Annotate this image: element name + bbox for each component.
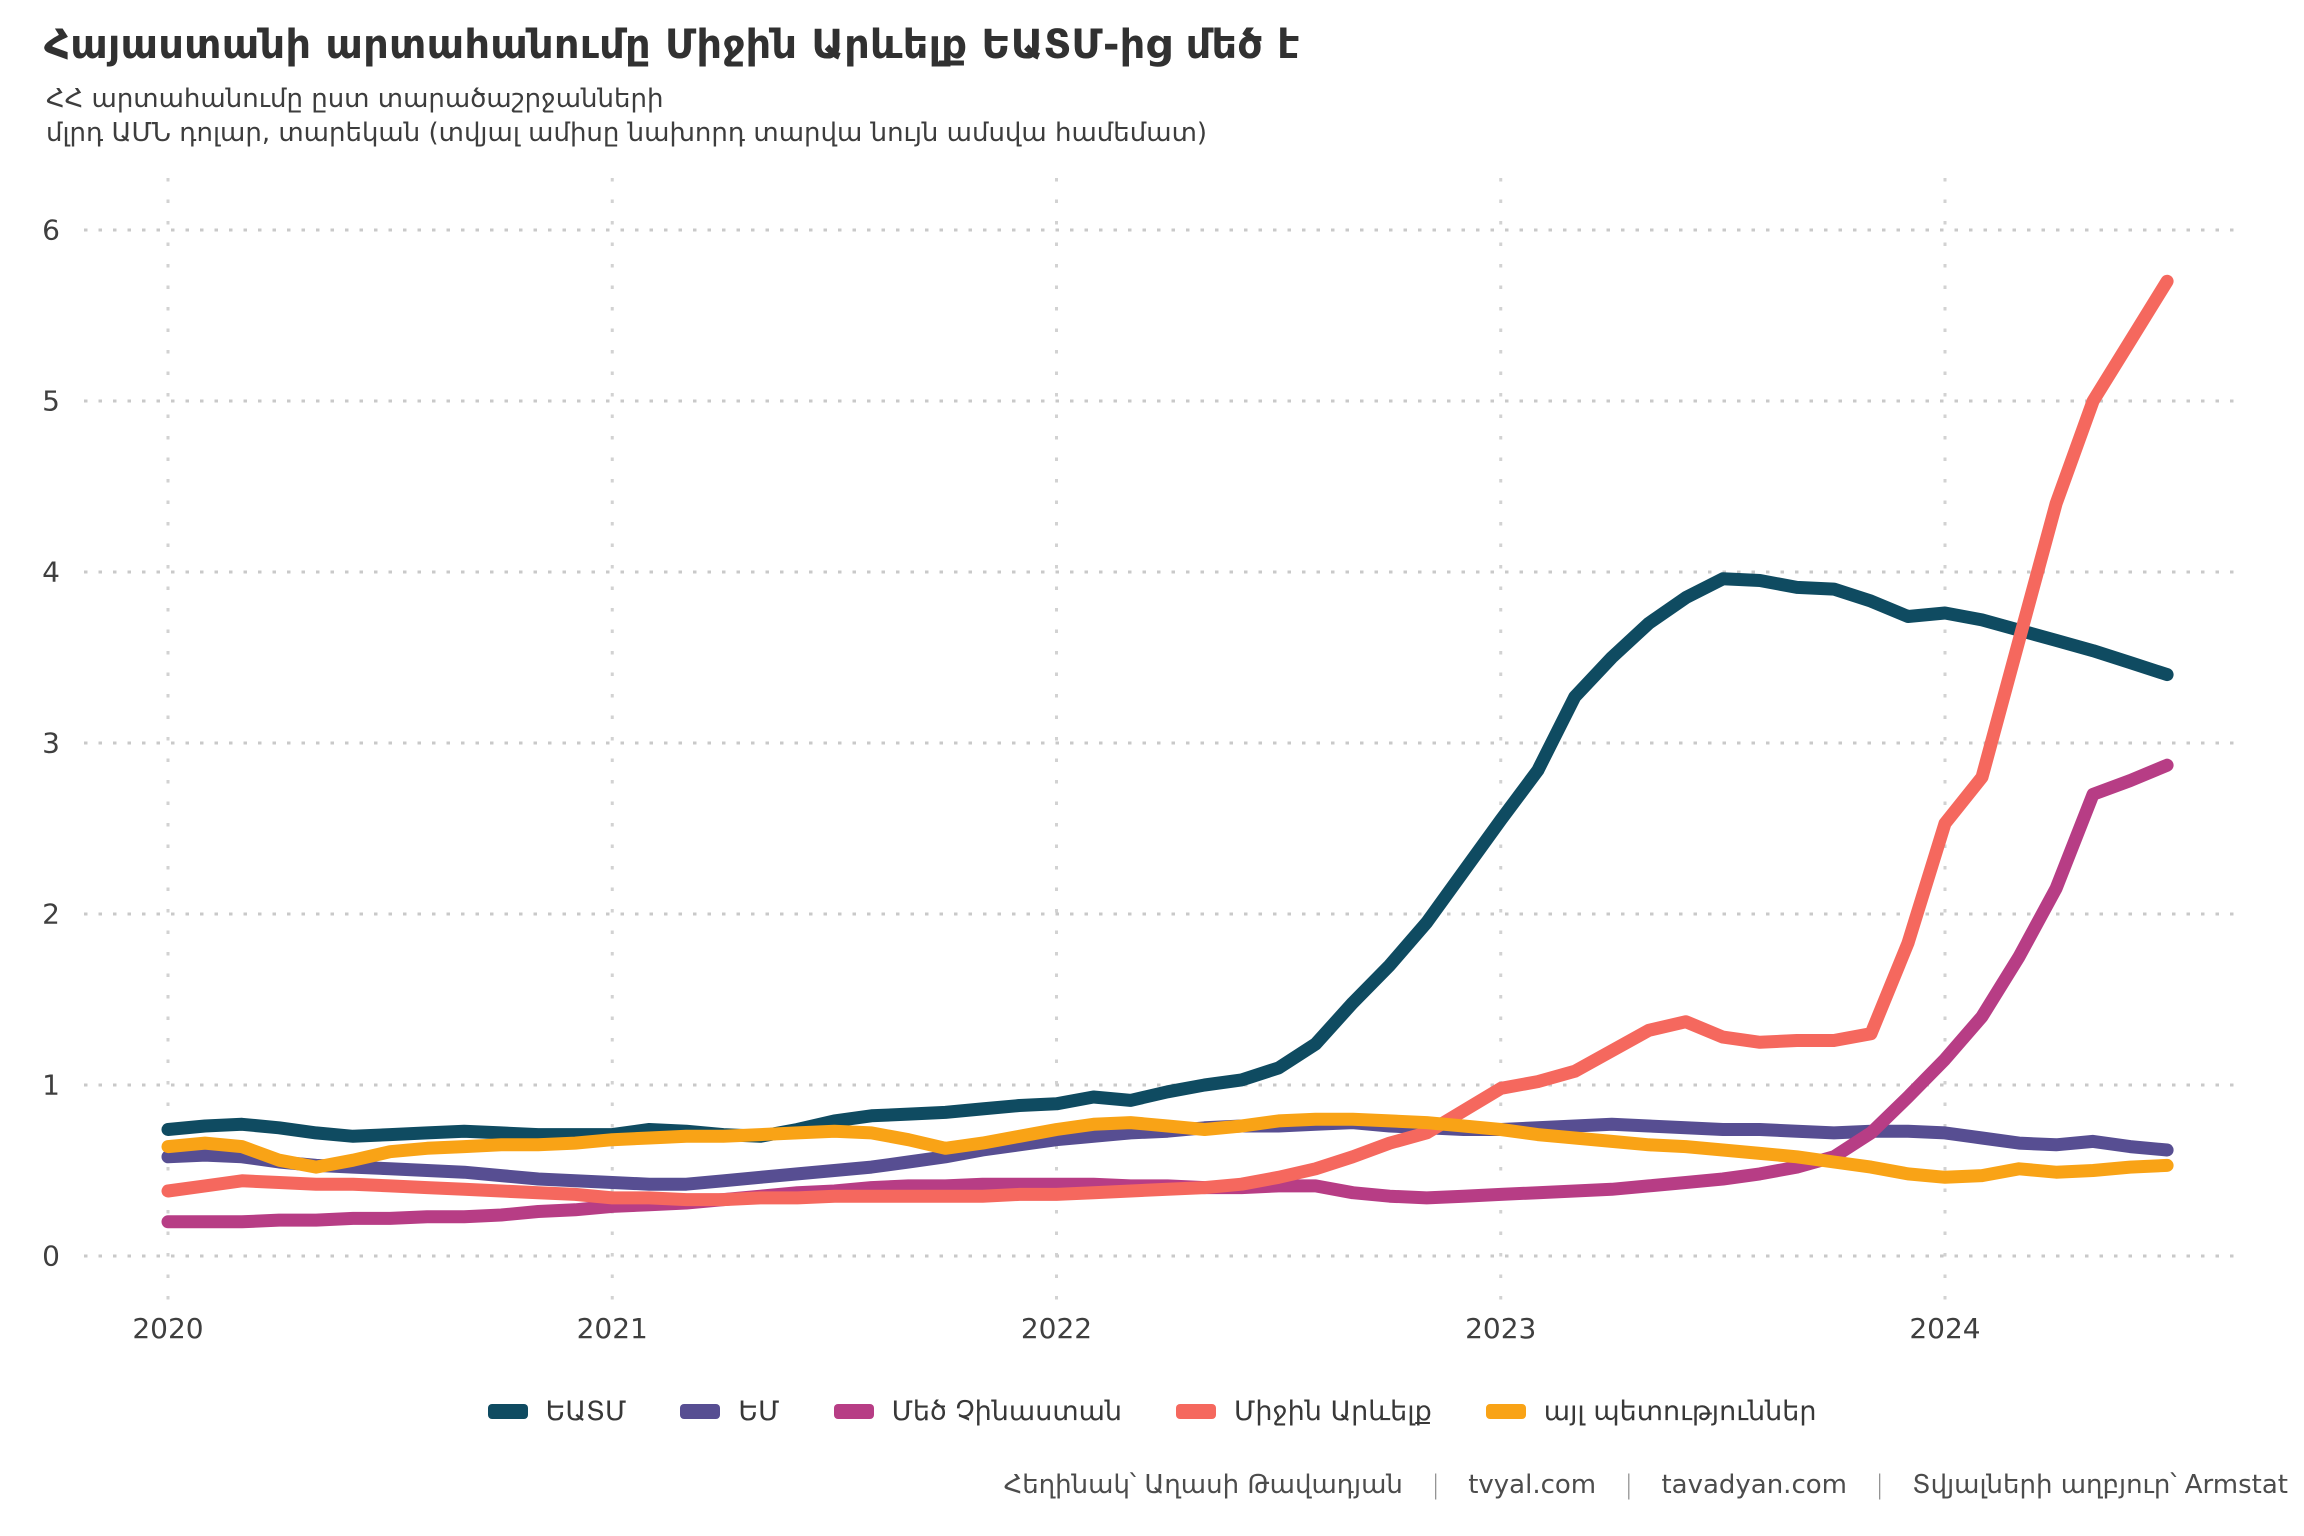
legend-item-eaeu: ԵԱՏՄ [487, 1396, 627, 1427]
chart-gridlines [84, 178, 2238, 1302]
y-axis-tick-label: 0 [42, 1239, 60, 1273]
legend-swatch-other-states [1485, 1404, 1526, 1419]
chart-series-lines [161, 274, 2174, 1229]
footer-source: Տվյալների աղբյուր՝ Armstat [1912, 1470, 2288, 1500]
y-axis-tick-label: 3 [42, 726, 60, 760]
page-title: Հայաստանի արտահանումը Միջին Արևելք ԵԱՏՄ-… [44, 22, 1300, 68]
y-axis-tick-label: 5 [42, 384, 60, 418]
y-axis-tick-label: 6 [42, 213, 60, 247]
legend-swatch-greater-china [833, 1404, 874, 1419]
footer-link-tvyal: tvyal.com [1468, 1470, 1597, 1500]
footer-divider: | [1431, 1470, 1440, 1500]
series-line-greater-china [161, 758, 2174, 1229]
legend-item-other-states: այլ պետություններ [1485, 1396, 1817, 1427]
x-axis-tick-label: 2020 [132, 1312, 204, 1345]
x-axis-tick-label: 2023 [1465, 1312, 1537, 1345]
legend-item-middle-east: Միջին Արևելք [1176, 1396, 1432, 1427]
legend: ԵԱՏՄ ԵՄ Մեծ Չինաստան Միջին Արևելք այլ պե… [0, 1396, 2304, 1427]
legend-label-other-states: այլ պետություններ [1543, 1396, 1817, 1427]
series-line-other-states [161, 1112, 2174, 1184]
legend-swatch-eaeu [487, 1404, 528, 1419]
footer-divider: | [1624, 1470, 1634, 1500]
x-axis-tick-label: 2021 [576, 1312, 648, 1345]
footer-author: Հեղինակ՝ Աղասի Թավադյան [1003, 1470, 1403, 1500]
series-line-eaeu [161, 572, 2174, 1143]
y-axis-tick-label: 1 [42, 1068, 60, 1102]
legend-label-greater-china: Մեծ Չինաստան [891, 1396, 1123, 1427]
x-axis-tick-label: 2022 [1020, 1312, 1093, 1345]
footer-divider: | [1875, 1470, 1885, 1500]
x-axis-tick-label: 2024 [1909, 1312, 1981, 1345]
chart-subtitle-line2: մլրդ ԱՄՆ դոլար, տարեկան (տվյալ ամիսը նախ… [46, 118, 1208, 148]
legend-label-eaeu: ԵԱՏՄ [545, 1396, 627, 1427]
legend-item-eu: ԵՄ [680, 1396, 780, 1427]
y-axis-tick-label: 2 [42, 897, 60, 931]
legend-label-eu: ԵՄ [738, 1396, 780, 1427]
legend-label-middle-east: Միջին Արևելք [1234, 1396, 1432, 1427]
footer-credits: Հեղինակ՝ Աղասի Թավադյան | tvyal.com | ta… [1004, 1470, 2288, 1500]
series-line-middle-east [161, 274, 2174, 1207]
legend-item-greater-china: Մեծ Չինաստան [833, 1396, 1123, 1427]
legend-swatch-middle-east [1176, 1404, 1217, 1419]
footer-link-tavadyan: tavadyan.com [1661, 1470, 1847, 1500]
y-axis-tick-label: 4 [42, 555, 60, 589]
legend-swatch-eu [680, 1404, 721, 1419]
chart-subtitle-line1: ՀՀ արտահանումը ըստ տարածաշրջանների [46, 84, 664, 114]
